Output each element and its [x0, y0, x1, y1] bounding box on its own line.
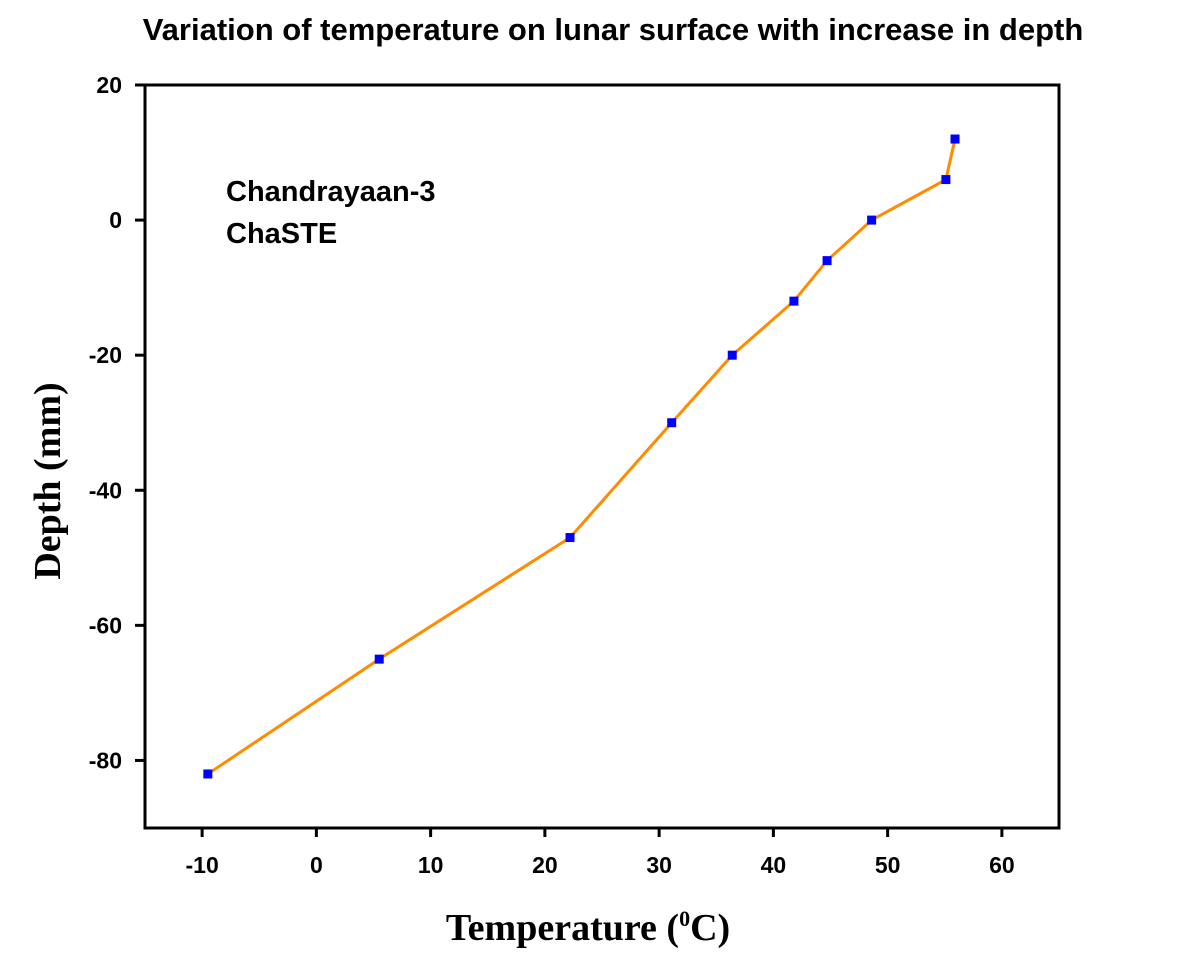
data-point	[667, 418, 677, 428]
x-axis-ticks: -10 0 10 20 30 40 50 60	[186, 828, 1015, 878]
series-line	[206, 138, 957, 776]
y-tick-label: -20	[89, 342, 122, 368]
x-axis-label-unit: C)	[690, 907, 730, 949]
annotation-mission: Chandrayaan-3	[226, 176, 436, 208]
x-tick-label: 30	[646, 852, 672, 878]
annotation-instrument: ChaSTE	[226, 218, 337, 250]
x-tick-label: 10	[418, 852, 444, 878]
plot-area-frame	[143, 83, 1061, 830]
x-axis-label-main: Temperature (	[446, 907, 679, 949]
y-axis-label: Depth (mm)	[27, 382, 69, 579]
x-tick-label: 0	[310, 852, 323, 878]
data-point	[941, 175, 951, 185]
y-tick-label: -40	[89, 477, 122, 503]
y-tick-label: 0	[109, 207, 122, 233]
data-point	[822, 256, 832, 266]
data-point	[727, 350, 737, 360]
x-axis-label-degree: 0	[679, 906, 690, 931]
y-axis-ticks: 20 0 -20 -40 -60 -80	[89, 72, 145, 773]
x-tick-label: 50	[875, 852, 901, 878]
data-point	[203, 769, 213, 779]
x-tick-label: 40	[761, 852, 787, 878]
data-series	[203, 134, 960, 779]
x-axis-label: Temperature (0C)	[446, 906, 730, 949]
data-point	[565, 533, 575, 543]
x-tick-label: -10	[186, 852, 219, 878]
data-point	[374, 654, 384, 664]
x-tick-label: 60	[989, 852, 1015, 878]
y-tick-label: 20	[96, 72, 122, 98]
data-point	[950, 134, 960, 144]
y-tick-label: -60	[89, 612, 122, 638]
data-point	[867, 215, 877, 225]
chart-title: Variation of temperature on lunar surfac…	[143, 12, 1084, 47]
y-tick-label: -80	[89, 747, 122, 773]
data-point	[789, 296, 799, 306]
x-tick-label: 20	[532, 852, 558, 878]
